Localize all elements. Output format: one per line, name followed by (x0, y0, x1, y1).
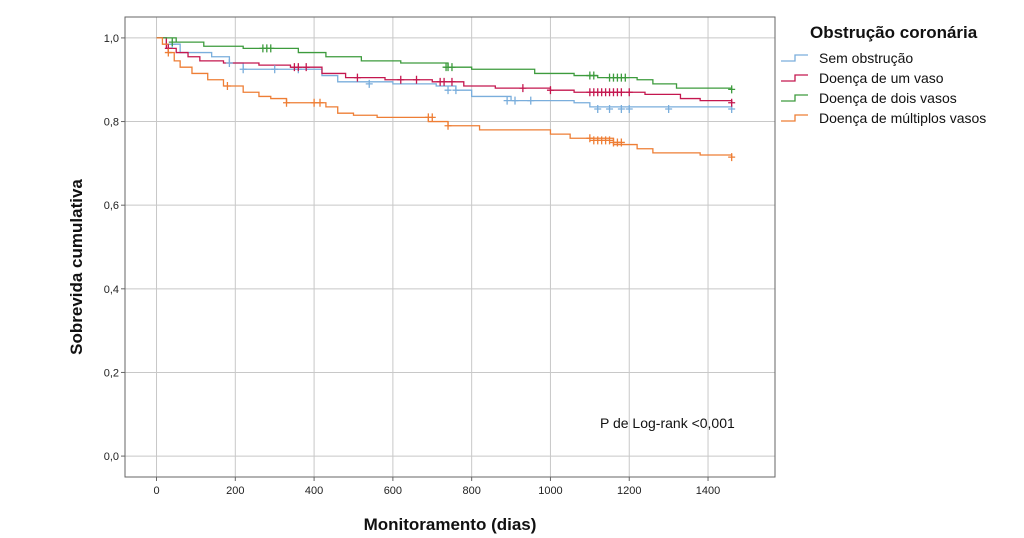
censor-mark (310, 98, 318, 107)
censor-mark (444, 121, 452, 130)
censor-mark (448, 77, 456, 86)
censor-mark (606, 136, 614, 145)
log-rank-annotation: P de Log-rank <0,001 (600, 415, 735, 431)
x-tick-label: 800 (462, 485, 480, 497)
y-tick-label: 0,0 (104, 451, 119, 463)
censor-mark (397, 75, 405, 84)
censor-mark (586, 134, 594, 143)
censor-mark (728, 98, 736, 107)
censor-mark (728, 85, 736, 94)
x-tick-label: 0 (153, 485, 159, 497)
censor-mark (606, 105, 614, 113)
censor-mark (625, 105, 633, 113)
censor-mark (546, 86, 554, 95)
censor-mark (316, 98, 324, 107)
plot-frame (124, 16, 776, 478)
censor-mark (440, 77, 448, 86)
x-tick-label: 1200 (617, 485, 641, 497)
censor-mark (413, 75, 421, 84)
legend-swatch-1 (781, 54, 808, 62)
censor-mark (223, 82, 231, 90)
censor-mark (353, 73, 361, 82)
censor-mark (728, 153, 736, 162)
legend-swatch-3 (781, 94, 808, 102)
series-line-4 (156, 37, 733, 158)
censor-marks (164, 38, 736, 162)
x-axis-title: Monitoramento (dias) (364, 515, 537, 534)
y-tick-label: 0,6 (104, 200, 119, 212)
legend-title: Obstrução coronária (810, 23, 978, 42)
legend-label-2: Doença de um vaso (819, 70, 944, 86)
censor-mark (283, 98, 291, 107)
legend-label-4: Doença de múltiplos vasos (819, 110, 986, 126)
legend-label-3: Doença de dois vasos (819, 90, 957, 106)
y-tick-label: 0,4 (104, 284, 119, 296)
censor-mark (239, 65, 247, 74)
axes: 0 200 400 600 800 1000 1200 1400 0,0 0,2 0,4 0,6 0,8… (104, 33, 721, 497)
y-tick-label: 1,0 (104, 33, 119, 45)
censor-mark (271, 65, 279, 74)
series-line-2 (156, 37, 733, 103)
x-tick-label: 1000 (538, 485, 562, 497)
censor-mark (448, 63, 456, 72)
censor-mark (511, 96, 519, 105)
censor-mark (617, 138, 625, 147)
censor-mark (617, 88, 625, 97)
legend-label-1: Sem obstrução (819, 50, 913, 66)
y-tick-label: 0,2 (104, 367, 119, 379)
series-line-1 (156, 37, 733, 109)
legend-swatch-2 (781, 74, 808, 82)
censor-mark (621, 73, 629, 82)
censor-mark (519, 84, 527, 93)
censor-mark (365, 79, 373, 88)
censor-mark (294, 63, 302, 72)
series-lines (156, 37, 733, 158)
x-tick-label: 600 (384, 485, 402, 497)
y-axis-title: Sobrevida cumulativa (67, 179, 86, 355)
y-tick-label: 0,8 (104, 117, 119, 129)
censor-mark (428, 113, 436, 122)
x-tick-label: 1400 (696, 485, 720, 497)
x-tick-label: 400 (305, 485, 323, 497)
censor-mark (452, 86, 460, 95)
censor-mark (164, 48, 172, 57)
censor-mark (302, 63, 310, 72)
censor-mark (527, 96, 535, 105)
censor-mark (503, 96, 511, 105)
censor-mark (168, 38, 176, 47)
censor-mark (225, 59, 233, 67)
censor-mark (594, 105, 602, 113)
legend-items: Sem obstrução Doença de um vaso Doença de … (781, 50, 986, 126)
censor-mark (267, 44, 275, 53)
censor-mark (444, 86, 452, 95)
x-tick-label: 200 (226, 485, 244, 497)
censor-mark (617, 105, 625, 113)
censor-mark (625, 88, 633, 97)
censor-mark (590, 71, 598, 80)
legend: Obstrução coronária Sem obstrução Doença … (781, 23, 986, 126)
legend-swatch-4 (781, 114, 808, 122)
censor-mark (665, 105, 673, 113)
